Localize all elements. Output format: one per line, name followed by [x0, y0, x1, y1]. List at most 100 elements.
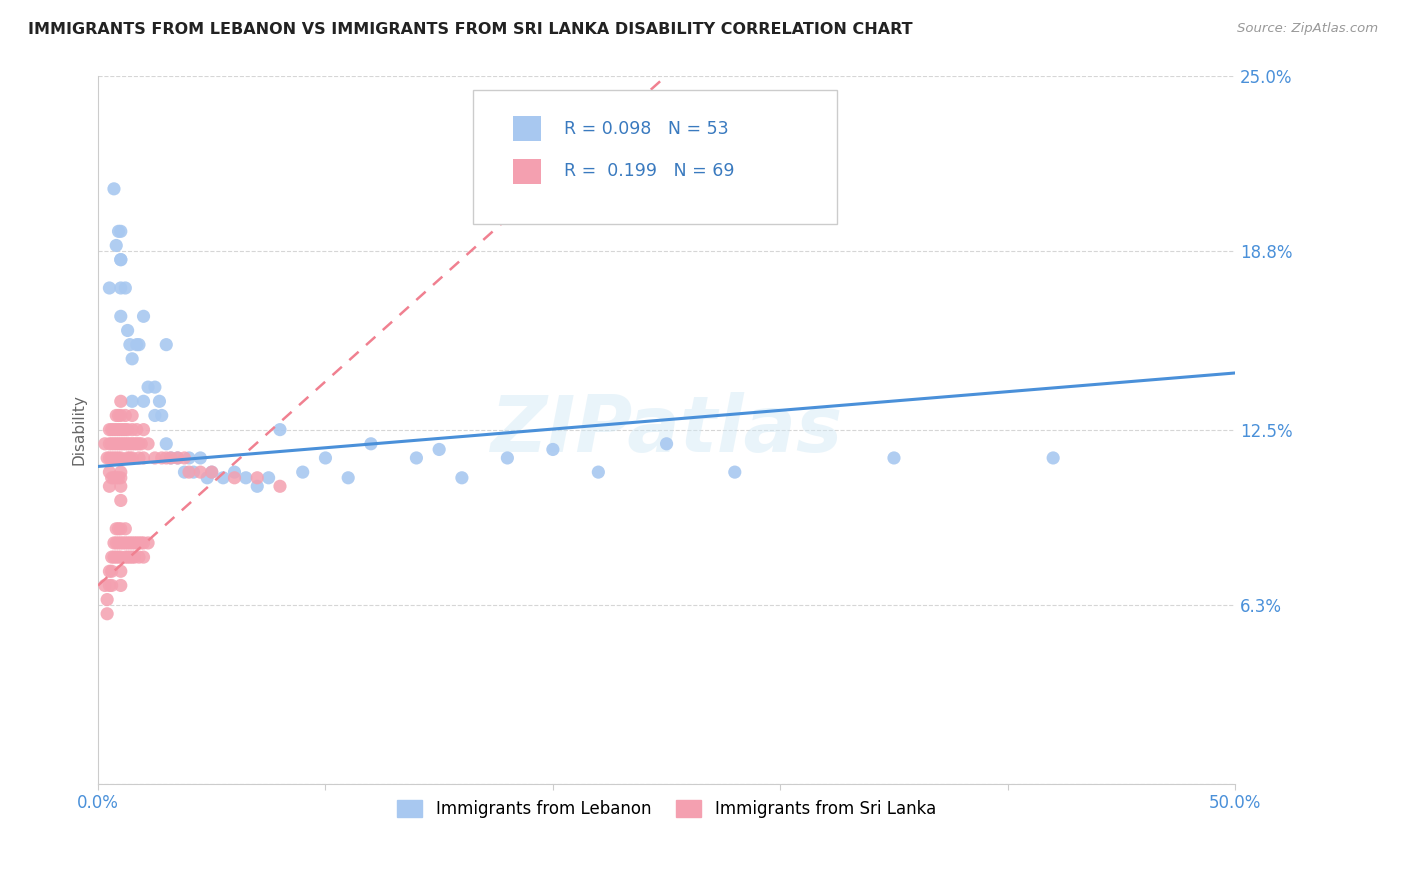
- Point: [118, 450, 141, 465]
- Point: [155, 337, 177, 351]
- Point: [125, 337, 148, 351]
- Point: [112, 437, 135, 451]
- Point: [98, 423, 121, 437]
- Point: [121, 536, 143, 550]
- Point: [155, 450, 177, 465]
- Point: [107, 409, 129, 423]
- Point: [125, 536, 148, 550]
- Text: Source: ZipAtlas.com: Source: ZipAtlas.com: [1237, 22, 1378, 36]
- Point: [129, 437, 152, 451]
- Point: [107, 423, 129, 437]
- Point: [98, 437, 121, 451]
- Point: [98, 465, 121, 479]
- Point: [201, 465, 224, 479]
- Point: [132, 310, 155, 324]
- Point: [190, 450, 212, 465]
- Point: [107, 522, 129, 536]
- Point: [541, 442, 564, 457]
- Point: [118, 536, 141, 550]
- Point: [117, 550, 139, 565]
- Point: [96, 607, 118, 621]
- Point: [98, 479, 121, 493]
- Point: [100, 578, 122, 592]
- Point: [110, 493, 132, 508]
- Point: [143, 450, 166, 465]
- Point: [136, 380, 159, 394]
- Point: [103, 471, 125, 485]
- Point: [105, 536, 128, 550]
- Point: [166, 450, 188, 465]
- Point: [103, 423, 125, 437]
- Point: [117, 437, 139, 451]
- Point: [121, 550, 143, 565]
- Point: [100, 550, 122, 565]
- Point: [173, 450, 195, 465]
- Point: [107, 437, 129, 451]
- Point: [117, 323, 139, 337]
- Point: [183, 465, 205, 479]
- Point: [118, 437, 141, 451]
- Point: [121, 450, 143, 465]
- FancyBboxPatch shape: [513, 116, 541, 141]
- Point: [166, 450, 188, 465]
- Point: [883, 450, 905, 465]
- Point: [246, 471, 269, 485]
- Point: [124, 550, 146, 565]
- FancyBboxPatch shape: [474, 90, 837, 224]
- Point: [110, 479, 132, 493]
- Point: [337, 471, 360, 485]
- Point: [110, 437, 132, 451]
- Point: [427, 442, 450, 457]
- Point: [110, 423, 132, 437]
- Point: [114, 536, 136, 550]
- Point: [110, 522, 132, 536]
- Point: [100, 564, 122, 578]
- Point: [148, 394, 170, 409]
- Point: [132, 536, 155, 550]
- Point: [173, 465, 195, 479]
- Point: [451, 471, 474, 485]
- Point: [121, 394, 143, 409]
- Point: [125, 437, 148, 451]
- Point: [110, 394, 132, 409]
- Point: [105, 550, 128, 565]
- Point: [103, 437, 125, 451]
- Point: [100, 423, 122, 437]
- Point: [128, 550, 150, 565]
- Point: [128, 536, 150, 550]
- Point: [291, 465, 314, 479]
- Point: [110, 310, 132, 324]
- Point: [110, 536, 132, 550]
- Point: [201, 465, 224, 479]
- Point: [98, 564, 121, 578]
- Point: [103, 182, 125, 196]
- Point: [269, 479, 291, 493]
- Point: [98, 578, 121, 592]
- Point: [136, 536, 159, 550]
- Point: [155, 437, 177, 451]
- Point: [110, 252, 132, 267]
- Point: [110, 465, 132, 479]
- Point: [105, 423, 128, 437]
- Point: [107, 471, 129, 485]
- Text: ZIPatlas: ZIPatlas: [491, 392, 842, 467]
- Point: [96, 450, 118, 465]
- Point: [117, 423, 139, 437]
- Point: [110, 450, 132, 465]
- Point: [655, 437, 678, 451]
- Point: [103, 450, 125, 465]
- Point: [360, 437, 382, 451]
- Point: [114, 409, 136, 423]
- Point: [110, 252, 132, 267]
- Point: [105, 409, 128, 423]
- Point: [100, 437, 122, 451]
- Point: [114, 522, 136, 536]
- Text: IMMIGRANTS FROM LEBANON VS IMMIGRANTS FROM SRI LANKA DISABILITY CORRELATION CHAR: IMMIGRANTS FROM LEBANON VS IMMIGRANTS FR…: [28, 22, 912, 37]
- Point: [150, 450, 173, 465]
- Point: [110, 471, 132, 485]
- Point: [496, 450, 519, 465]
- Point: [103, 536, 125, 550]
- Point: [132, 423, 155, 437]
- Point: [405, 450, 427, 465]
- Point: [118, 550, 141, 565]
